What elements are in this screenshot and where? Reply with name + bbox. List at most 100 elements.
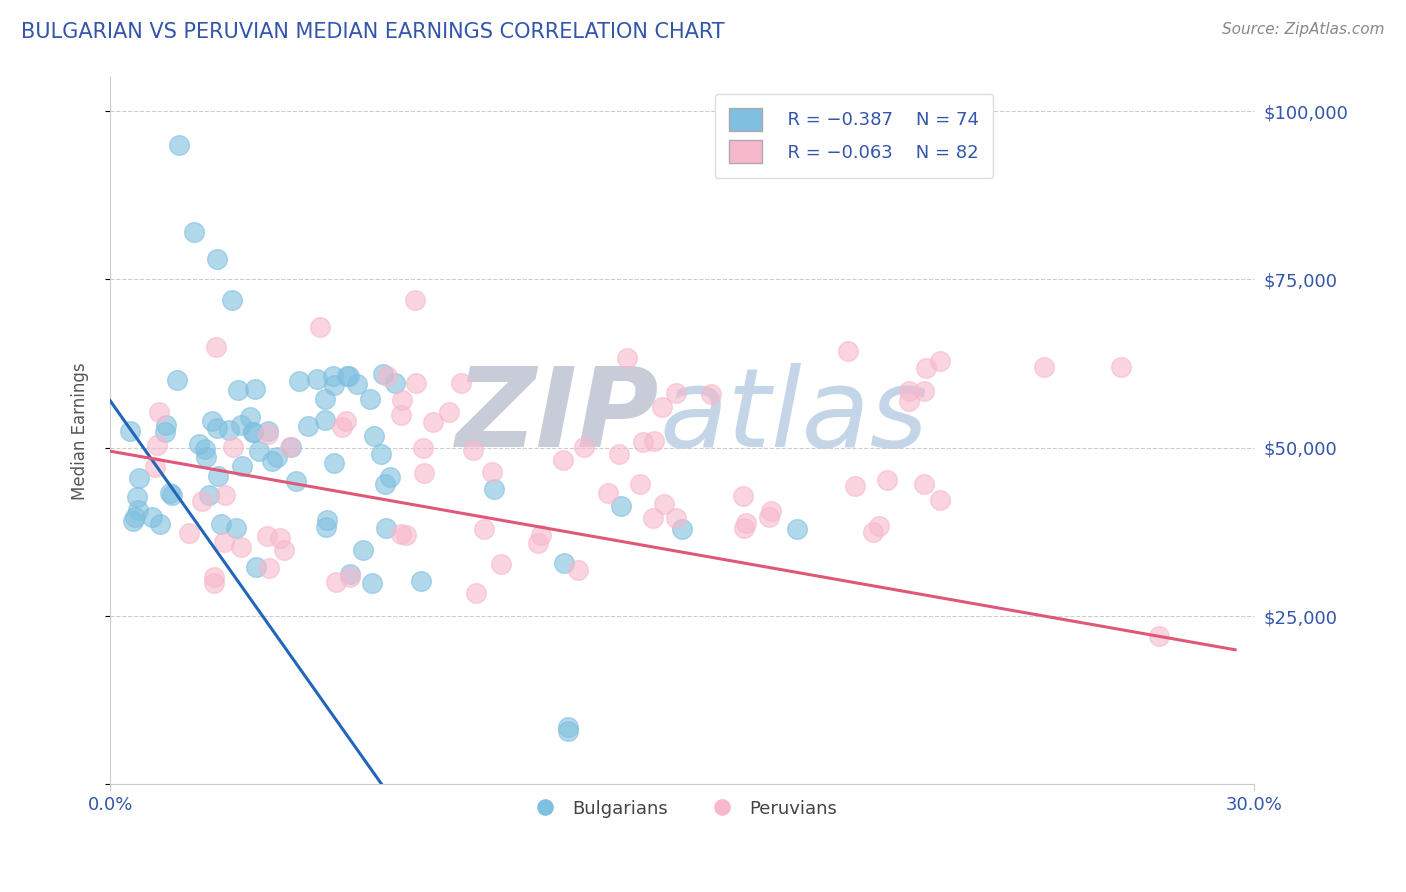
Point xyxy=(167,137,190,152)
Point xyxy=(557,723,579,738)
Point xyxy=(202,570,225,584)
Point xyxy=(700,386,723,401)
Point xyxy=(330,419,353,434)
Point xyxy=(177,526,200,541)
Point xyxy=(422,415,444,429)
Point xyxy=(389,409,412,423)
Point xyxy=(786,522,808,536)
Point xyxy=(205,252,228,267)
Point xyxy=(607,448,630,462)
Point xyxy=(222,440,245,454)
Point xyxy=(572,440,595,454)
Point xyxy=(141,510,163,524)
Point xyxy=(616,351,638,365)
Point xyxy=(897,394,920,409)
Point xyxy=(188,437,211,451)
Point xyxy=(314,413,336,427)
Point xyxy=(218,423,240,437)
Point xyxy=(231,459,253,474)
Point xyxy=(929,493,952,508)
Point xyxy=(256,426,278,441)
Point xyxy=(912,477,935,491)
Point xyxy=(322,368,344,383)
Point xyxy=(1033,359,1056,374)
Point xyxy=(259,561,281,575)
Point xyxy=(915,361,938,376)
Point xyxy=(371,367,394,381)
Point xyxy=(633,434,655,449)
Point xyxy=(437,405,460,419)
Point xyxy=(759,503,782,517)
Point xyxy=(652,497,675,511)
Point xyxy=(651,400,673,414)
Point xyxy=(155,417,177,432)
Point xyxy=(214,535,236,549)
Point xyxy=(149,516,172,531)
Point xyxy=(166,373,188,387)
Point xyxy=(225,521,247,535)
Point xyxy=(118,424,141,438)
Point xyxy=(205,340,228,354)
Point xyxy=(128,471,150,485)
Point xyxy=(489,558,512,572)
Point xyxy=(308,319,330,334)
Point xyxy=(148,405,170,419)
Point xyxy=(242,425,264,440)
Point xyxy=(735,516,758,531)
Point xyxy=(155,425,177,440)
Point xyxy=(226,383,249,397)
Point xyxy=(897,384,920,398)
Point xyxy=(598,486,620,500)
Point xyxy=(266,450,288,464)
Point xyxy=(214,488,236,502)
Point xyxy=(195,450,218,464)
Point xyxy=(242,425,264,439)
Point xyxy=(231,540,253,554)
Point xyxy=(127,503,149,517)
Point xyxy=(643,434,665,449)
Point xyxy=(928,354,950,368)
Point xyxy=(411,574,433,589)
Point xyxy=(247,444,270,458)
Text: atlas: atlas xyxy=(659,363,928,470)
Point xyxy=(198,487,221,501)
Point xyxy=(145,438,167,452)
Point xyxy=(245,559,267,574)
Point xyxy=(380,470,402,484)
Text: ZIP: ZIP xyxy=(456,363,659,470)
Point xyxy=(159,486,181,500)
Point xyxy=(482,483,505,497)
Point xyxy=(876,473,898,487)
Point xyxy=(325,575,347,590)
Point xyxy=(1147,629,1170,643)
Point xyxy=(758,509,780,524)
Point xyxy=(305,372,328,386)
Text: BULGARIAN VS PERUVIAN MEDIAN EARNINGS CORRELATION CHART: BULGARIAN VS PERUVIAN MEDIAN EARNINGS CO… xyxy=(21,22,724,42)
Point xyxy=(221,293,243,307)
Point xyxy=(641,511,664,525)
Point xyxy=(530,528,553,542)
Text: Source: ZipAtlas.com: Source: ZipAtlas.com xyxy=(1222,22,1385,37)
Point xyxy=(256,528,278,542)
Point xyxy=(413,466,436,480)
Point xyxy=(239,410,262,425)
Point xyxy=(297,418,319,433)
Point xyxy=(280,440,302,454)
Point xyxy=(191,494,214,508)
Point xyxy=(339,566,361,581)
Point xyxy=(553,556,575,570)
Point xyxy=(314,392,336,406)
Point xyxy=(346,376,368,391)
Point xyxy=(526,536,548,550)
Y-axis label: Median Earnings: Median Earnings xyxy=(72,362,89,500)
Point xyxy=(352,542,374,557)
Point xyxy=(243,382,266,396)
Point xyxy=(122,514,145,528)
Point xyxy=(665,511,688,525)
Point xyxy=(363,429,385,443)
Point xyxy=(160,488,183,502)
Point xyxy=(464,586,486,600)
Point xyxy=(610,499,633,513)
Point xyxy=(339,368,361,383)
Point xyxy=(280,440,302,454)
